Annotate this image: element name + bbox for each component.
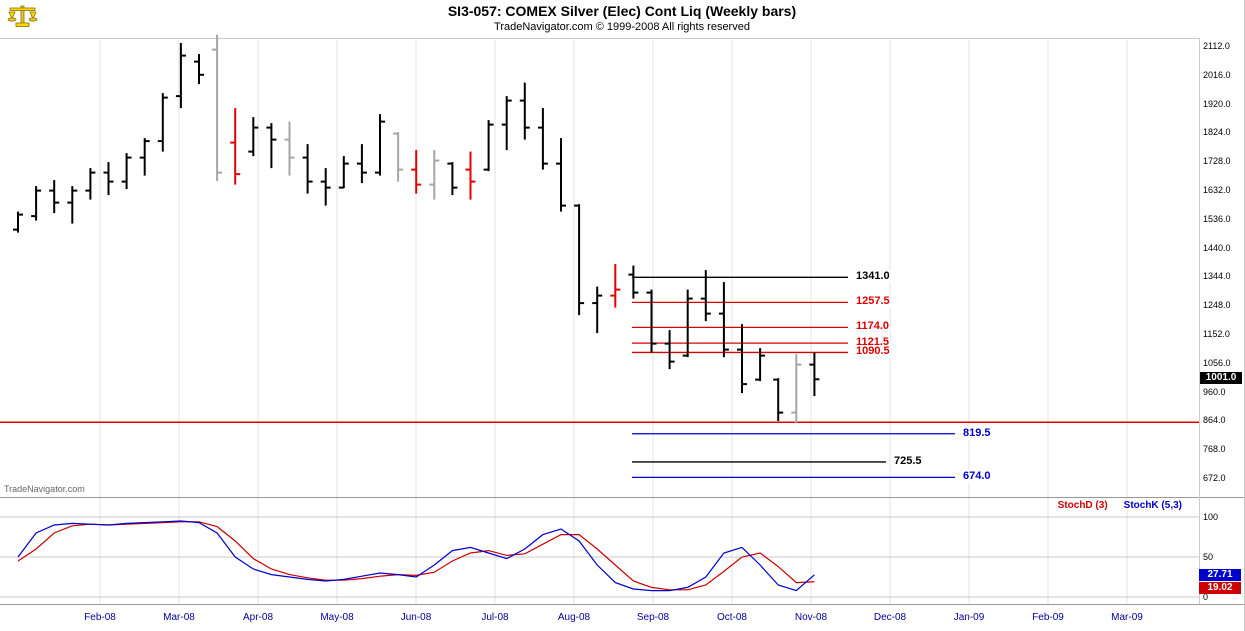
time-axis-label: Jan-09 [953,612,985,623]
time-axis-label: Oct-08 [716,612,747,623]
price-axis-label: 864.0 [1203,415,1226,426]
price-level-label: 674.0 [962,470,992,484]
price-axis-label: 1152.0 [1203,329,1230,339]
stochd-line [17,521,815,591]
time-axis-label: Aug-08 [557,612,591,623]
last-price-badge: 1001.0 [1200,372,1242,384]
stoch-axis-label: 50 [1203,552,1214,562]
stochd-value-badge: 19.02 [1199,582,1241,594]
price-axis-label: 1344.0 [1203,271,1231,282]
time-axis-label: Jul-08 [481,612,509,623]
price-axis-label: 960.0 [1203,386,1226,397]
time-axis-label: Mar-08 [163,612,195,623]
price-axis-label: 768.0 [1203,444,1226,455]
indicator-legend: StochD (3) StochK (5,3) [1058,500,1182,511]
price-axis-label: 1248.0 [1203,300,1231,311]
price-axis-label: 1824.0 [1203,127,1231,138]
time-axis-label: Sep-08 [636,612,670,623]
time-axis-label: Feb-09 [1032,612,1064,623]
stoch-axis-label: 0 [1203,592,1209,602]
trade-navigator-logo-icon [6,3,40,33]
stochk-value-badge: 27.71 [1199,569,1241,581]
stochk-label: StochK (5,3) [1123,500,1182,511]
price-axis-label: 1920.0 [1203,98,1231,109]
chart-copyright: TradeNavigator.com © 1999-2008 All right… [494,21,750,33]
time-axis-label: Mar-09 [1111,612,1143,623]
price-level-label: 1090.5 [855,345,891,359]
time-axis-label: Apr-08 [242,612,273,623]
chart-title: SI3-057: COMEX Silver (Elec) Cont Liq (W… [447,3,797,19]
price-axis-label: 1056.0 [1203,357,1231,368]
price-axis-label: 672.0 [1203,473,1226,483]
price-level-label: 819.5 [962,426,992,440]
time-axis-label: Dec-08 [873,612,907,623]
price-axis-label: 2016.0 [1203,69,1231,80]
stoch-axis-label: 100 [1203,512,1219,522]
time-axis-label: Jun-08 [400,612,432,623]
stochk-line [17,520,815,592]
watermark: TradeNavigator.com [4,484,85,494]
price-level-label: 725.5 [893,454,923,468]
price-axis-label: 1728.0 [1203,156,1231,167]
price-axis-label: 1632.0 [1203,185,1231,195]
price-axis-label: 2112.0 [1203,41,1230,51]
time-axis-label: Feb-08 [84,612,116,623]
stochd-label: StochD (3) [1057,500,1108,511]
time-axis-label: May-08 [320,612,354,623]
price-level-label: 1174.0 [855,320,891,334]
price-axis-label: 1440.0 [1203,242,1231,253]
time-axis-label: Nov-08 [794,612,828,623]
price-level-label: 1257.5 [855,295,891,309]
price-axis-label: 1536.0 [1203,213,1231,224]
price-level-label: 1341.0 [855,270,891,284]
